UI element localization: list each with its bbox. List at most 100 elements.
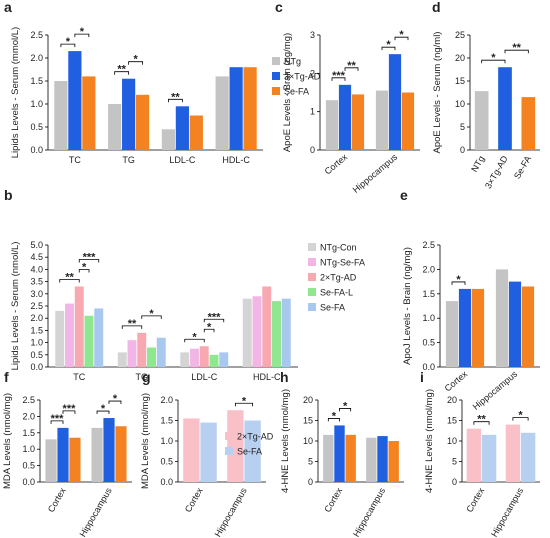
bar xyxy=(68,51,82,150)
bar xyxy=(227,410,244,482)
bar xyxy=(252,296,262,367)
significance-bracket xyxy=(203,318,225,323)
bar xyxy=(495,269,509,367)
y-tick-label: 1.5 xyxy=(30,76,43,86)
y-tick-label: 5 xyxy=(308,457,313,467)
significance-bracket xyxy=(128,61,143,65)
bar xyxy=(55,310,65,367)
bar xyxy=(215,76,229,150)
significance-bracket xyxy=(108,400,122,405)
y-tick-label: 2.0 xyxy=(22,411,35,421)
x-tick-label: LDL-C xyxy=(191,372,218,382)
significance-bracket xyxy=(78,269,90,273)
y-tick-label: 0.0 xyxy=(22,477,35,487)
significance-label: * xyxy=(332,410,337,422)
panel-label: e xyxy=(400,187,408,203)
y-tick-label: 2.0 xyxy=(30,53,43,63)
bar xyxy=(199,346,209,367)
significance-bracket xyxy=(381,46,396,51)
y-tick-label: 3.5 xyxy=(30,277,43,287)
legend-swatch xyxy=(225,447,233,455)
x-tick-label: Hippocampus xyxy=(471,369,520,412)
significance-label: * xyxy=(66,36,71,48)
panel: g MDA Levels (nmol/mg) 0.0 0.5 1.0 1.5 2.0 Cort… xyxy=(140,369,274,538)
y-axis-label: MDA Levels (nmol/mg) xyxy=(2,393,13,489)
legend-label: NTg xyxy=(284,57,301,67)
significance-label: ** xyxy=(65,271,74,283)
y-tick-label: 0.0 xyxy=(30,362,43,372)
y-tick-label: 25 xyxy=(455,30,465,40)
significance-bracket xyxy=(331,77,346,81)
significance-bracket xyxy=(512,417,529,421)
y-tick-label: 0.0 xyxy=(30,145,43,155)
panel-label: h xyxy=(280,369,289,385)
y-tick-label: 20 xyxy=(455,53,465,63)
y-tick-label: 0 xyxy=(460,145,465,155)
bar xyxy=(334,425,345,482)
y-tick-label: 2.0 xyxy=(30,313,43,323)
bar xyxy=(281,298,291,367)
x-tick-label: Cortex xyxy=(322,486,344,514)
bar xyxy=(323,434,334,482)
panel-label: a xyxy=(4,0,12,15)
y-tick-label: 1.5 xyxy=(160,416,173,426)
bar xyxy=(229,67,243,150)
y-tick-label: 5 xyxy=(452,457,457,467)
y-tick-label: 0.5 xyxy=(30,350,43,360)
significance-label: ** xyxy=(512,42,521,54)
bar xyxy=(57,427,69,482)
y-tick-label: 10 xyxy=(455,99,465,109)
y-axis-label: ApoE Levels - Serum (ng/ml) xyxy=(432,32,443,154)
significance-bracket xyxy=(473,421,490,425)
panel-label: b xyxy=(4,187,13,203)
x-tick-label: Cortex xyxy=(323,152,350,177)
y-tick-label: 0 xyxy=(308,477,313,487)
significance-label: * xyxy=(80,26,85,38)
bar xyxy=(272,301,281,367)
y-tick-label: 0.5 xyxy=(422,338,435,348)
y-tick-label: 1.5 xyxy=(422,289,435,299)
bar xyxy=(366,437,377,482)
significance-bracket xyxy=(184,338,205,343)
bar xyxy=(108,104,122,150)
bar xyxy=(180,352,190,367)
significance-bracket xyxy=(339,408,352,412)
significance-bracket xyxy=(59,279,80,283)
x-tick-label: LDL-C xyxy=(169,155,196,165)
bar xyxy=(471,288,485,367)
bar xyxy=(103,418,115,482)
x-tick-label: NTg xyxy=(469,154,486,174)
y-axis-label: 4-HNE Levels (nmol/mg) xyxy=(424,389,435,493)
significance-label: * xyxy=(101,403,106,415)
legend-swatch xyxy=(308,303,316,311)
bar xyxy=(458,288,472,367)
y-tick-label: 20 xyxy=(447,395,457,405)
legend-label: Se-FA xyxy=(284,87,309,97)
y-tick-label: 0 xyxy=(310,145,315,155)
bar xyxy=(351,94,365,150)
y-tick-label: 0.5 xyxy=(22,461,35,471)
significance-bracket xyxy=(394,36,409,41)
significance-bracket xyxy=(504,49,529,54)
bar xyxy=(219,352,229,367)
significance-label: ** xyxy=(347,60,356,72)
x-tick-label: Cortex xyxy=(443,369,470,394)
bar xyxy=(127,340,137,367)
significance-bracket xyxy=(235,402,253,407)
legend-label: Se-FA xyxy=(237,447,262,457)
bar xyxy=(190,348,199,367)
significance-label: *** xyxy=(332,70,346,82)
y-tick-label: 2 xyxy=(310,68,315,78)
y-axis-label: Lipids Levels - Serum (nmol/L) xyxy=(10,242,21,371)
significance-label: * xyxy=(192,331,197,343)
significance-label: * xyxy=(149,308,154,320)
bar xyxy=(508,281,522,367)
y-tick-label: 3.0 xyxy=(30,289,43,299)
y-tick-label: 0.0 xyxy=(422,362,435,372)
bar xyxy=(244,420,261,482)
bar xyxy=(175,106,189,150)
y-tick-label: 1.0 xyxy=(30,99,43,109)
y-tick-label: 20 xyxy=(303,395,313,405)
bar xyxy=(481,434,497,482)
